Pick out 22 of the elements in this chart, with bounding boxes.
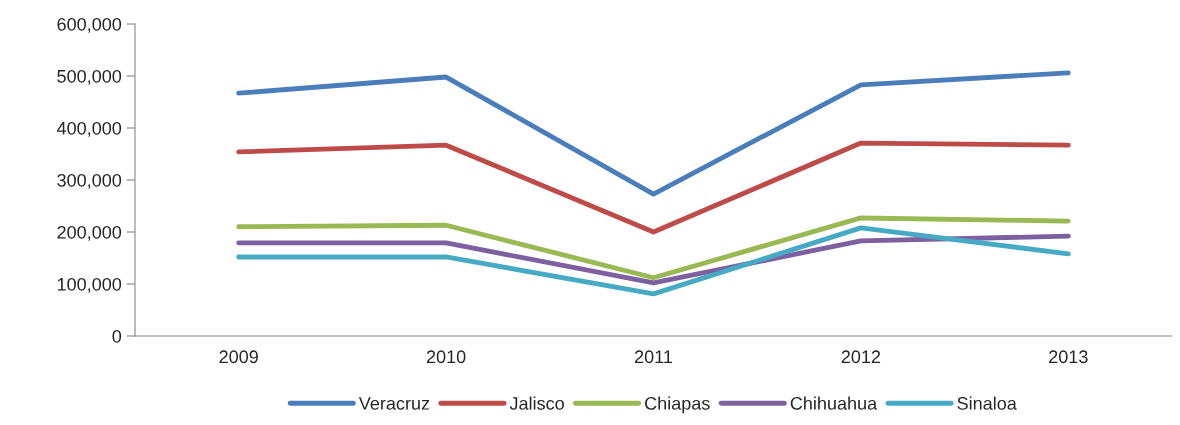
y-tick-label: 100,000 [57, 277, 122, 293]
line-series [236, 225, 1071, 297]
line-series [236, 233, 1071, 286]
x-tick-label: 2011 [634, 350, 673, 364]
x-tick-label: 2012 [841, 350, 881, 364]
y-tick-label: 300,000 [57, 173, 122, 189]
x-tick-label: 2013 [1049, 350, 1088, 364]
legend-label: Sinaloa [957, 396, 1017, 410]
x-tick-label: 2010 [426, 350, 466, 364]
legend-label: Veracruz [358, 397, 430, 410]
legend-label: Chiapas [645, 396, 710, 414]
y-tick-label: 500,000 [57, 69, 122, 85]
line-series [236, 215, 1071, 281]
line-series [236, 70, 1071, 197]
y-tick-label: 600,000 [57, 17, 122, 33]
line-series [236, 140, 1071, 235]
legend-label: Jalisco [509, 396, 564, 410]
x-tick-label: 2009 [219, 350, 258, 364]
y-tick-label: 200,000 [57, 225, 122, 241]
y-tick-label: 400,000 [56, 121, 122, 137]
legend-label: Chihuahua [790, 396, 878, 410]
y-tick-label: 0 [112, 329, 122, 343]
